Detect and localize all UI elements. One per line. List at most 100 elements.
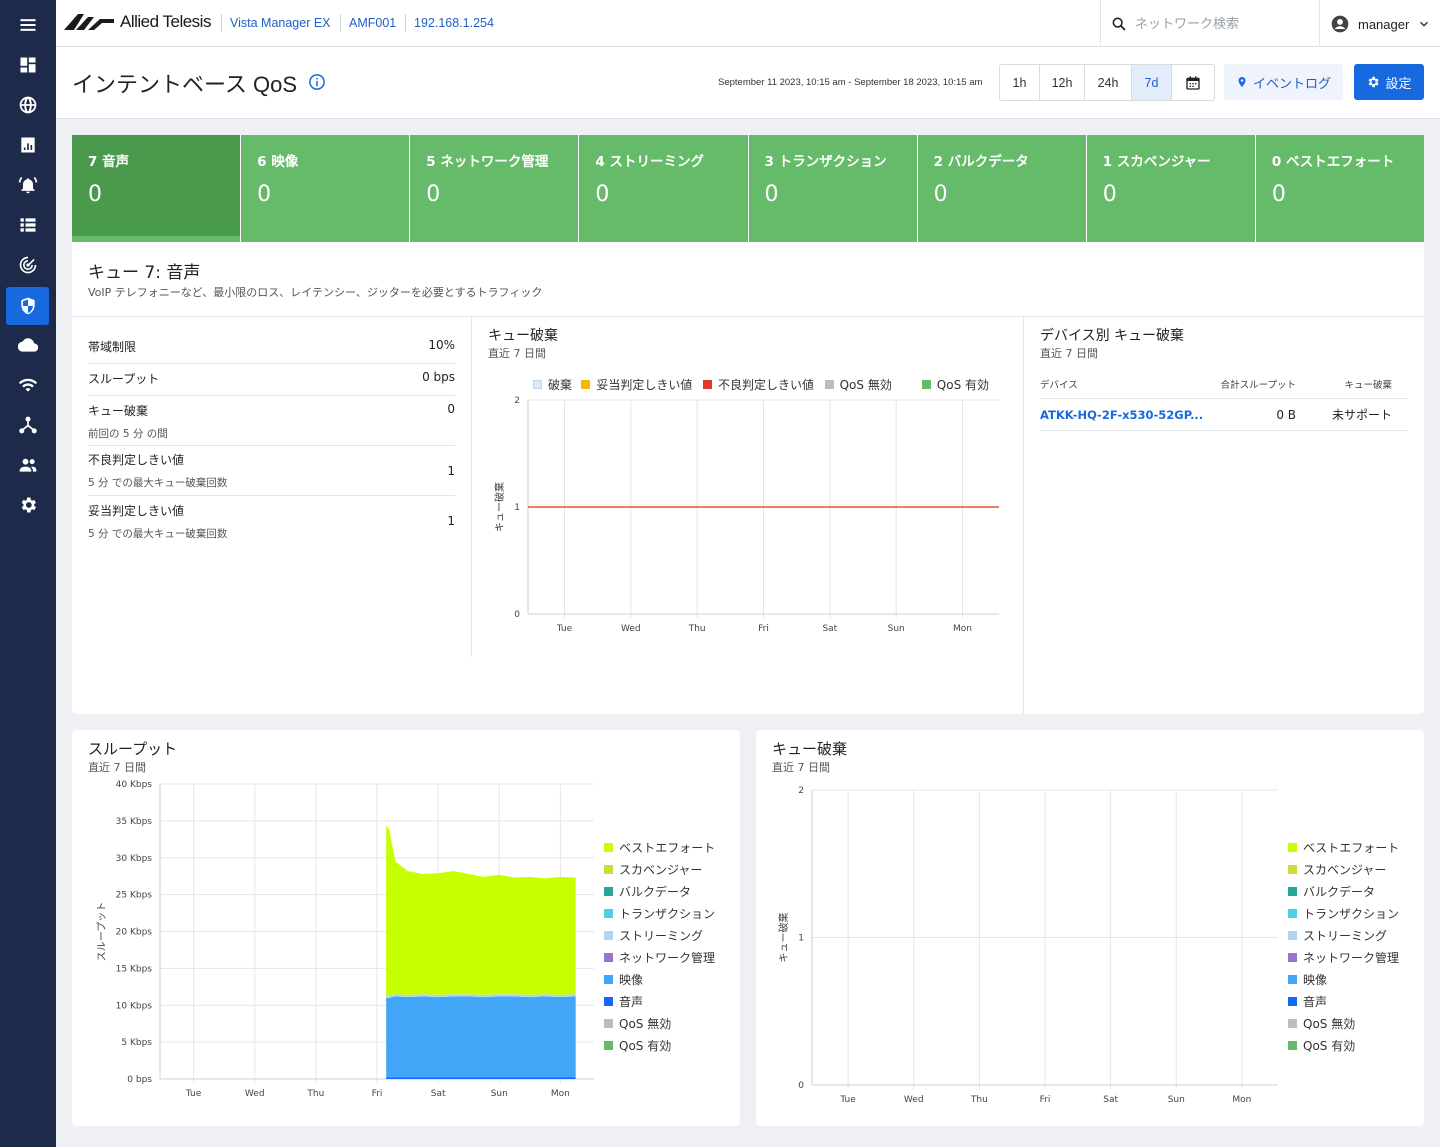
chart3-legend-item[interactable]: QoS 無効: [1288, 1015, 1355, 1032]
cloud-icon[interactable]: [6, 326, 49, 364]
list-icon[interactable]: [6, 206, 49, 244]
stat-sublabel: 5 分 での最大キュー破棄回数: [88, 477, 228, 489]
chart2-legend-item[interactable]: スカベンジャー: [604, 861, 702, 878]
chart1-x-tick-label: Tue: [556, 624, 573, 634]
chart2-legend-label: バルクデータ: [619, 885, 692, 899]
range-7d-button[interactable]: 7d: [1132, 65, 1172, 100]
chart2-y-tick-label: 5 Kbps: [121, 1038, 152, 1048]
chart3-legend-item[interactable]: ネットワーク管理: [1288, 949, 1399, 966]
user-menu[interactable]: manager: [1330, 14, 1431, 34]
chart2-legend-item[interactable]: トランザクション: [604, 905, 715, 922]
queue-card-7[interactable]: 7 音声 0: [72, 135, 242, 242]
chart1-legend-item[interactable]: 不良判定しきい値: [703, 376, 814, 393]
chart2-x-tick-label: Thu: [306, 1089, 324, 1099]
chart1-legend-item[interactable]: QoS 有効: [921, 376, 989, 393]
chart2-x-tick-label: Wed: [245, 1089, 265, 1099]
queue-card-label: 7 音声: [88, 154, 130, 170]
globe-icon[interactable]: [6, 86, 49, 124]
chart2-legend-swatch: [604, 1041, 613, 1050]
chart2-legend-item[interactable]: ストリーミング: [604, 927, 703, 944]
chart3-legend-label: 映像: [1303, 973, 1328, 987]
queue-card-value: 0: [88, 182, 102, 207]
event-log-button[interactable]: イベントログ: [1224, 64, 1343, 100]
chart2-legend-item[interactable]: QoS 無効: [604, 1015, 671, 1032]
chart2-legend-item[interactable]: QoS 有効: [604, 1037, 671, 1054]
chart2-legend-item[interactable]: 音声: [604, 993, 643, 1010]
shield-icon[interactable]: [6, 287, 49, 325]
settings-button[interactable]: 設定: [1354, 64, 1424, 100]
chart1-legend-label: QoS 無効: [839, 378, 892, 392]
chart3-title: キュー破棄: [772, 740, 848, 758]
col-device[interactable]: デバイス: [1040, 380, 1078, 391]
chart2-legend-label: ストリーミング: [619, 929, 704, 943]
chart1-legend-item[interactable]: 妥当判定しきい値: [581, 376, 692, 393]
chart3-legend-item[interactable]: 音声: [1288, 993, 1327, 1010]
queue-card-label: 3 トランザクション: [764, 154, 887, 170]
device-link[interactable]: ATKK-HQ-2F-x530-52GP...: [1040, 407, 1204, 422]
chart1-legend-label: 破棄: [548, 378, 573, 392]
throughput-panel: スループット 直近 7 日間 0 bps 5 Kbps 10 Kbps 15 Kbps…: [72, 730, 740, 1126]
queue-card-2[interactable]: 2 バルクデータ 0: [917, 135, 1087, 242]
gear-icon[interactable]: [6, 486, 49, 524]
info-icon[interactable]: [308, 73, 326, 91]
chart3-x-tick-label: Thu: [970, 1095, 988, 1105]
chart2-legend-item[interactable]: 映像: [604, 971, 643, 988]
queue-card-3[interactable]: 3 トランザクション 0: [748, 135, 918, 242]
stat-value: 1: [447, 463, 455, 478]
users-icon[interactable]: [6, 446, 49, 484]
range-1h-button[interactable]: 1h: [1000, 65, 1040, 100]
search-input[interactable]: [1135, 16, 1305, 31]
range-12h-button[interactable]: 12h: [1040, 65, 1085, 100]
brand-name: Allied Telesis: [120, 12, 211, 31]
calendar-button[interactable]: [1172, 65, 1214, 100]
chart2-y-tick-label: 20 Kbps: [116, 928, 153, 938]
chart3-legend-item[interactable]: トランザクション: [1288, 905, 1399, 922]
chart2-y-tick-label: 35 Kbps: [116, 817, 153, 827]
menu-icon[interactable]: [6, 6, 49, 44]
range-24h-button[interactable]: 24h: [1085, 65, 1132, 100]
chart3-legend-item[interactable]: スカベンジャー: [1288, 861, 1386, 878]
queue-card-1[interactable]: 1 スカベンジャー 0: [1086, 135, 1256, 242]
col-drops[interactable]: キュー破棄: [1344, 380, 1392, 391]
queue-card-0[interactable]: 0 ベストエフォート 0: [1255, 135, 1424, 242]
crumb-ip[interactable]: 192.168.1.254: [414, 16, 494, 30]
crumb-product[interactable]: Vista Manager EX: [230, 16, 331, 30]
chart1-x-tick-label: Mon: [953, 624, 972, 634]
chart2-y-tick-label: 25 Kbps: [116, 891, 153, 901]
chart3-legend-item[interactable]: ストリーミング: [1288, 927, 1387, 944]
brand-logo[interactable]: Allied Telesis: [64, 12, 211, 32]
chart3-legend-item[interactable]: QoS 有効: [1288, 1037, 1355, 1054]
chart2-legend-swatch: [604, 909, 613, 918]
chart3-x-tick-label: Tue: [839, 1095, 856, 1105]
chart2-legend-item[interactable]: ネットワーク管理: [604, 949, 715, 966]
device-section-title: デバイス別 キュー破棄: [1040, 328, 1185, 344]
chart1-legend-item[interactable]: QoS 無効: [824, 376, 892, 393]
queue-card-label: 1 スカベンジャー: [1102, 154, 1211, 170]
chart3-x-tick-label: Mon: [1232, 1095, 1251, 1105]
chart2-x-tick-label: Mon: [551, 1089, 570, 1099]
chart2-legend-item[interactable]: ベストエフォート: [604, 839, 715, 856]
alarm-icon[interactable]: [6, 166, 49, 204]
chart2-legend-item[interactable]: バルクデータ: [604, 883, 691, 900]
radar-icon[interactable]: [6, 246, 49, 284]
chart2-y-tick-label: 0 bps: [127, 1075, 152, 1085]
crumb-area[interactable]: AMF001: [349, 16, 397, 30]
chart2-area-ストリーミング: [386, 994, 576, 998]
date-range-label: September 11 2023, 10:15 am - September …: [718, 77, 983, 88]
chart1-legend-item[interactable]: 破棄: [533, 376, 572, 393]
queue-card-5[interactable]: 5 ネットワーク管理 0: [410, 135, 580, 242]
dashboard-icon[interactable]: [6, 46, 49, 84]
time-range-selector: 1h 12h 24h 7d: [999, 64, 1215, 101]
wifi-icon[interactable]: [6, 366, 49, 404]
queue-card-6[interactable]: 6 映像 0: [241, 135, 411, 242]
device-section-subtitle: 直近 7 日間: [1040, 347, 1098, 360]
chart3-legend-item[interactable]: 映像: [1288, 971, 1327, 988]
search-icon: [1112, 17, 1126, 31]
topology-icon[interactable]: [6, 406, 49, 444]
col-throughput[interactable]: 合計スループット: [1220, 380, 1296, 391]
report-icon[interactable]: [6, 126, 49, 164]
queue-card-4[interactable]: 4 ストリーミング 0: [579, 135, 749, 242]
chart3-legend-swatch: [1288, 931, 1297, 940]
chart3-legend-item[interactable]: バルクデータ: [1288, 883, 1375, 900]
chart3-legend-item[interactable]: ベストエフォート: [1288, 839, 1399, 856]
